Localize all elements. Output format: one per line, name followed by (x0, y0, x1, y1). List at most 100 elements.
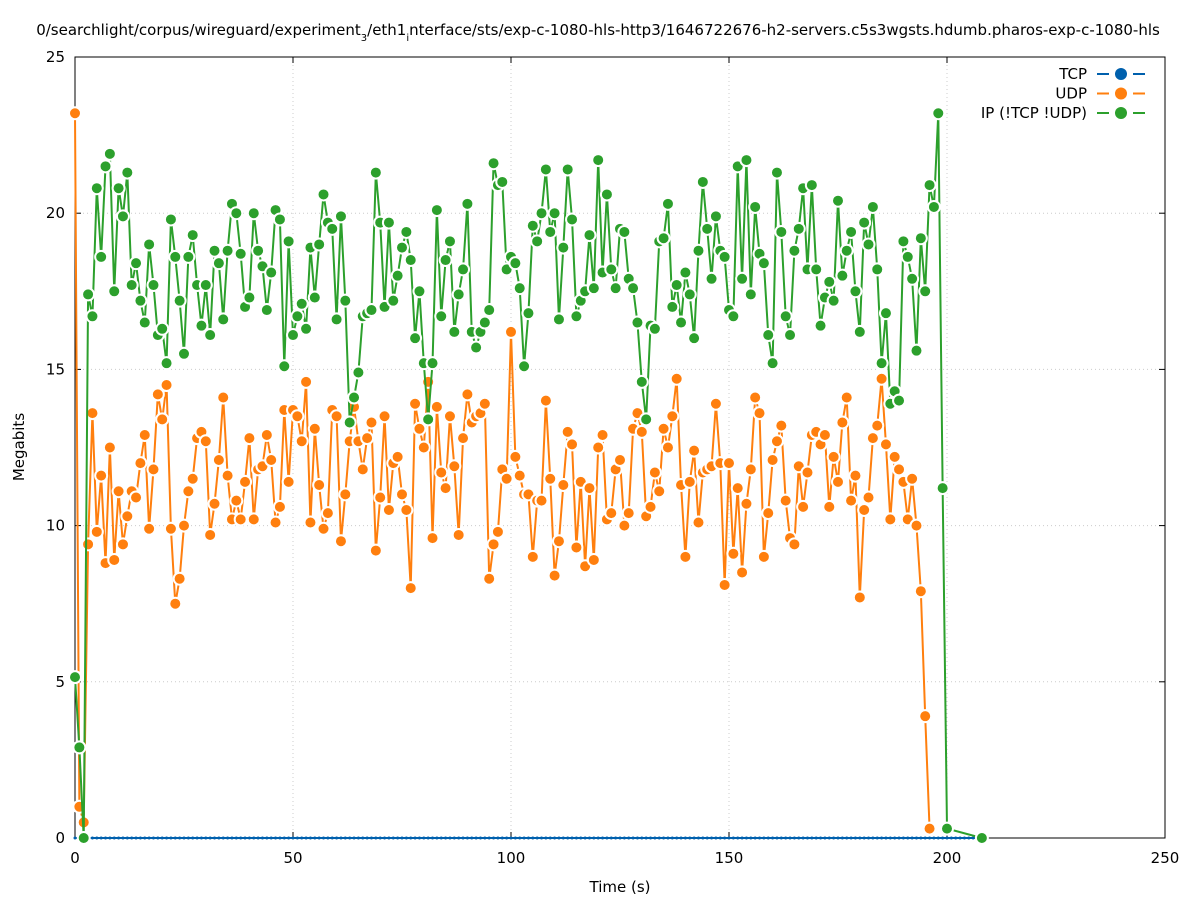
data-point (735, 271, 750, 286)
data-point (905, 471, 920, 486)
data-point (621, 506, 636, 521)
data-point (601, 836, 605, 840)
data-point (819, 836, 823, 840)
data-point (460, 387, 475, 402)
data-point (365, 836, 369, 840)
data-point (783, 328, 798, 343)
y-tick-label: 10 (46, 517, 65, 535)
data-point (910, 836, 914, 840)
data-point (313, 836, 317, 840)
data-point (129, 256, 144, 271)
data-point (613, 452, 627, 467)
data-point (682, 474, 697, 489)
data-point (835, 415, 850, 430)
data-point (177, 518, 191, 533)
data-point (426, 836, 430, 840)
x-tick-label: 0 (70, 849, 80, 867)
data-point (839, 390, 854, 405)
data-point (831, 474, 845, 489)
x-tick-labels: 0 50 100 150 200 250 (70, 849, 1179, 867)
data-point (111, 484, 126, 499)
data-point (778, 309, 793, 324)
data-point (138, 836, 142, 840)
data-point (234, 836, 238, 840)
data-point (160, 836, 164, 840)
data-point (408, 396, 423, 411)
data-point (766, 836, 770, 840)
data-point (338, 487, 353, 502)
data-point (338, 293, 353, 308)
data-point (928, 836, 932, 840)
data-point (220, 468, 235, 483)
data-point (535, 836, 539, 840)
series-udp (68, 106, 937, 836)
data-point (251, 243, 266, 258)
data-point (582, 228, 597, 243)
data-point (888, 836, 892, 840)
data-point (374, 836, 378, 840)
data-point (98, 159, 113, 174)
data-point (482, 303, 497, 318)
data-point (451, 287, 466, 302)
data-point (604, 262, 619, 277)
y-tick-labels: 0 5 10 15 20 25 (46, 48, 65, 847)
data-point (505, 836, 509, 840)
data-point (242, 290, 257, 305)
data-point (609, 836, 613, 840)
title-subscript: i (406, 33, 409, 44)
data-point (233, 246, 248, 261)
data-point (557, 836, 561, 840)
data-point (708, 396, 723, 411)
data-point (68, 670, 82, 685)
data-point (246, 512, 261, 527)
data-point (438, 253, 453, 268)
data-point (905, 271, 920, 286)
data-point (444, 836, 448, 840)
data-point (361, 836, 365, 840)
data-point (108, 836, 112, 840)
data-point (308, 836, 312, 840)
data-point (791, 221, 806, 236)
data-point (339, 836, 343, 840)
data-point (294, 296, 309, 311)
data-point (940, 821, 954, 836)
data-point (299, 374, 314, 389)
data-point (717, 577, 732, 592)
data-point (660, 440, 675, 455)
data-point (758, 836, 762, 840)
data-point (617, 224, 632, 239)
data-point (76, 831, 91, 845)
data-point (425, 356, 440, 371)
data-point (762, 836, 766, 840)
data-point (312, 477, 327, 492)
data-point (586, 281, 601, 296)
data-point (787, 537, 802, 552)
data-point (945, 836, 949, 840)
data-point (913, 584, 928, 599)
data-point (512, 468, 527, 483)
data-point (748, 390, 763, 405)
data-point (922, 178, 937, 193)
data-point (137, 315, 152, 330)
data-point (178, 836, 182, 840)
data-point (714, 836, 718, 840)
data-point (247, 836, 251, 840)
data-point (696, 836, 700, 840)
data-point (756, 256, 771, 271)
data-point (465, 836, 469, 840)
data-point (159, 378, 174, 393)
data-point (512, 281, 527, 296)
data-point (861, 237, 876, 252)
title-subscript: 3 (361, 33, 367, 44)
data-point (570, 836, 574, 840)
data-point (865, 199, 880, 214)
data-point (878, 306, 893, 321)
data-point (683, 836, 687, 840)
data-point (669, 371, 684, 386)
data-point (355, 462, 370, 477)
data-point (477, 396, 492, 411)
data-point (89, 181, 104, 196)
data-point (861, 490, 876, 505)
data-point (211, 452, 226, 467)
data-point (226, 836, 230, 840)
